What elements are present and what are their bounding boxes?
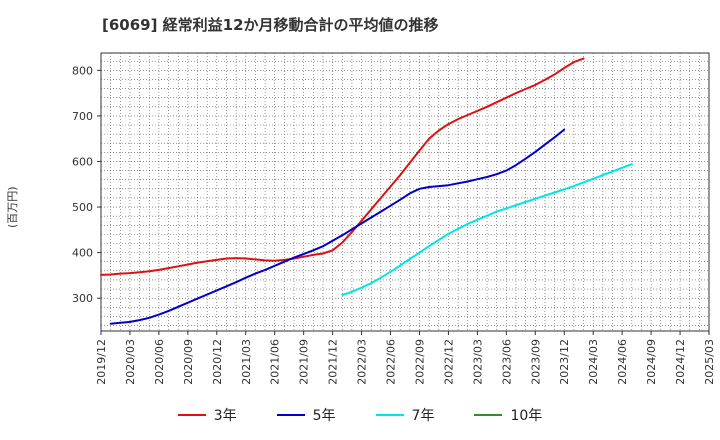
x-tick-label: 2025/03	[703, 339, 716, 385]
x-tick-label: 2024/09	[645, 339, 658, 385]
y-tick-label: 800	[72, 64, 93, 77]
legend-swatch-10yr	[474, 414, 503, 416]
y-tick-label: 700	[72, 110, 93, 123]
x-tick-label: 2024/03	[587, 339, 600, 385]
x-tick-label: 2020/12	[211, 339, 224, 385]
legend-label-10yr: 10年	[510, 408, 543, 424]
legend-label-3yr: 3年	[213, 408, 237, 424]
legend-item-3yr: 3年	[177, 404, 237, 426]
x-tick-label: 2021/09	[298, 339, 311, 385]
line-chart: 300 400 500 600 700 800 2019/12 2020/03 2020/06 2…	[72, 52, 716, 385]
legend-swatch-7yr	[375, 414, 404, 416]
x-tick-label: 2023/06	[500, 339, 513, 385]
series-line-7年	[341, 163, 633, 296]
tick-labels-layer: 300 400 500 600 700 800 2019/12 2020/03 2020/06 2…	[72, 64, 716, 384]
y-tick-label: 300	[72, 292, 93, 305]
legend: 3年 5年 7年 10年	[0, 404, 720, 426]
legend-swatch-3yr	[177, 414, 206, 416]
series-line-3年	[100, 57, 585, 276]
x-tick-label: 2021/03	[240, 339, 253, 385]
x-tick-label: 2019/12	[95, 339, 108, 385]
legend-swatch-5yr	[276, 414, 305, 416]
legend-label-7yr: 7年	[411, 408, 435, 424]
x-tick-label: 2022/09	[413, 339, 426, 385]
x-tick-label: 2022/12	[442, 339, 455, 385]
series-line-5年	[109, 128, 566, 325]
x-tick-label: 2020/06	[153, 339, 166, 385]
plot-frame	[100, 52, 710, 332]
axes-layer	[97, 52, 710, 335]
series-layer	[100, 57, 633, 325]
y-tick-label: 400	[72, 247, 93, 260]
grid-layer	[101, 53, 709, 331]
legend-label-5yr: 5年	[312, 408, 336, 424]
x-tick-label: 2022/06	[385, 339, 398, 385]
x-tick-label: 2021/12	[327, 339, 340, 385]
y-tick-label: 600	[72, 155, 93, 168]
legend-item-7yr: 7年	[375, 404, 435, 426]
x-tick-label: 2021/06	[269, 339, 282, 385]
x-tick-label: 2020/03	[124, 339, 137, 385]
x-tick-label: 2024/06	[616, 339, 629, 385]
x-tick-label: 2024/12	[674, 339, 687, 385]
x-tick-label: 2022/03	[356, 339, 369, 385]
y-tick-label: 500	[72, 201, 93, 214]
x-tick-label: 2023/09	[529, 339, 542, 385]
x-tick-label: 2023/12	[558, 339, 571, 385]
legend-item-5yr: 5年	[276, 404, 336, 426]
x-tick-label: 2020/09	[182, 339, 195, 385]
x-tick-label: 2023/03	[471, 339, 484, 385]
chart-title: [6069] 経常利益12か月移動合計の平均値の推移	[102, 16, 439, 34]
legend-item-10yr: 10年	[474, 404, 542, 426]
